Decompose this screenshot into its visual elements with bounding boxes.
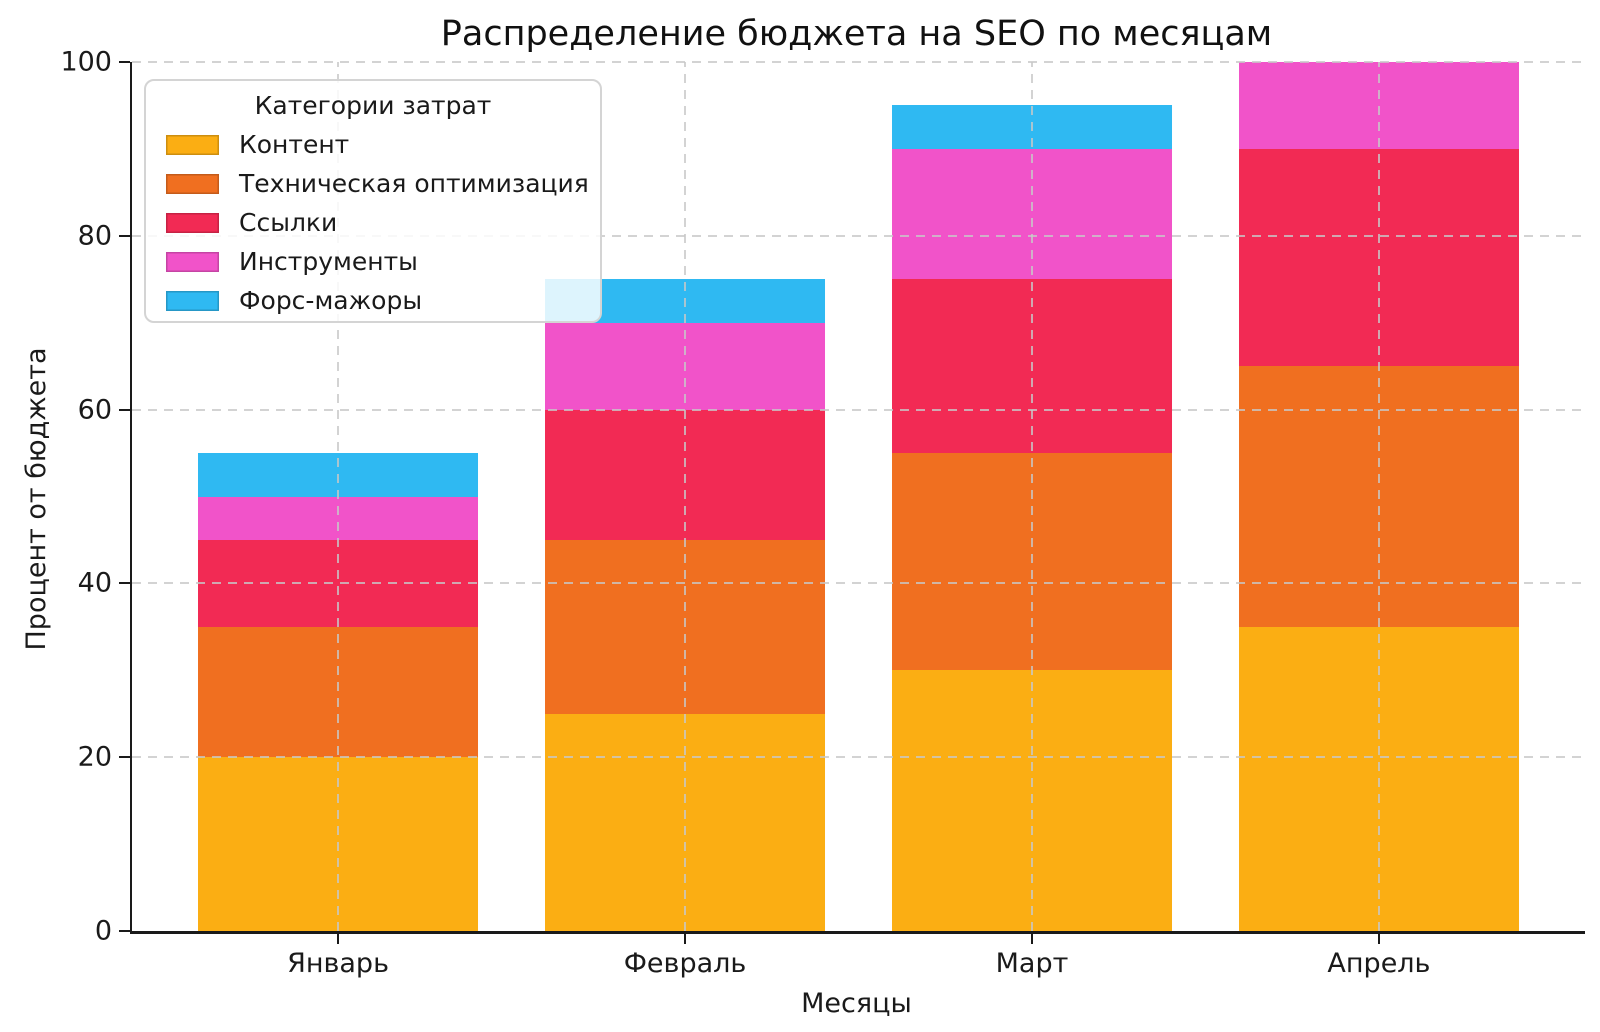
legend-label-Техническая оптимизация: Техническая оптимизация: [239, 169, 589, 198]
legend-label-Инструменты: Инструменты: [239, 247, 418, 276]
legend-swatch-Форс-мажоры: [166, 290, 219, 311]
x-tick-label-Февраль: Февраль: [623, 948, 747, 979]
y-axis-label: Процент от бюджета: [21, 347, 52, 651]
y-tick-label-40: 40: [77, 567, 112, 599]
y-tick-label-80: 80: [77, 220, 112, 252]
x-tick-mark: [1377, 934, 1380, 944]
y-tick-mark: [119, 756, 130, 759]
legend-swatch-Контент: [166, 134, 219, 155]
legend-label-Контент: Контент: [239, 130, 350, 159]
y-tick-mark: [119, 234, 130, 237]
x-tick-mark: [1030, 934, 1033, 944]
x-tick-label-Март: Март: [995, 948, 1069, 979]
legend-swatch-Ссылки: [166, 212, 219, 233]
y-tick-label-60: 60: [77, 394, 112, 426]
vertical-gridline: [1030, 62, 1033, 931]
legend-swatch-Инструменты: [166, 251, 219, 272]
y-tick-mark: [119, 582, 130, 585]
x-axis-label: Месяцы: [801, 988, 912, 1019]
vertical-gridline: [337, 62, 340, 931]
plot-area: Категории затрат Контент Техническая опти…: [60, 47, 1585, 979]
y-tick-label-20: 20: [77, 741, 112, 773]
legend-item-Ссылки: Ссылки: [146, 203, 600, 242]
legend-item-Форс-мажоры: Форс-мажоры: [146, 281, 600, 320]
x-tick-label-Апрель: Апрель: [1327, 948, 1431, 979]
legend-swatch-Техническая оптимизация: [166, 173, 219, 194]
legend-items: Контент Техническая оптимизация Ссылки Инст…: [146, 125, 600, 320]
chart-title: Распределение бюджета на SEO по месяцам: [440, 14, 1273, 54]
legend-title: Категории затрат: [254, 91, 492, 120]
y-tick-label-0: 0: [94, 915, 112, 947]
legend-label-Ссылки: Ссылки: [239, 208, 338, 237]
vertical-gridline: [684, 62, 686, 931]
horizontal-gridline: [132, 408, 1585, 411]
x-tick-mark: [684, 934, 686, 944]
x-tick-mark: [337, 934, 340, 944]
legend: Категории затрат Контент Техническая опти…: [144, 79, 602, 323]
y-tick-mark: [119, 408, 130, 411]
legend-label-Форс-мажоры: Форс-мажоры: [239, 286, 423, 315]
y-tick-label-100: 100: [60, 46, 112, 78]
y-tick-mark: [119, 930, 130, 932]
x-tick-label-Январь: Январь: [287, 948, 389, 979]
horizontal-gridline: [132, 234, 1585, 237]
vertical-gridline: [1377, 62, 1380, 931]
legend-item-Техническая оптимизация: Техническая оптимизация: [146, 164, 600, 203]
horizontal-gridline: [132, 582, 1585, 585]
legend-item-Инструменты: Инструменты: [146, 242, 600, 281]
horizontal-gridline: [132, 756, 1585, 759]
y-tick-mark: [119, 61, 130, 63]
horizontal-gridline: [132, 61, 1585, 63]
legend-item-Контент: Контент: [146, 125, 600, 164]
